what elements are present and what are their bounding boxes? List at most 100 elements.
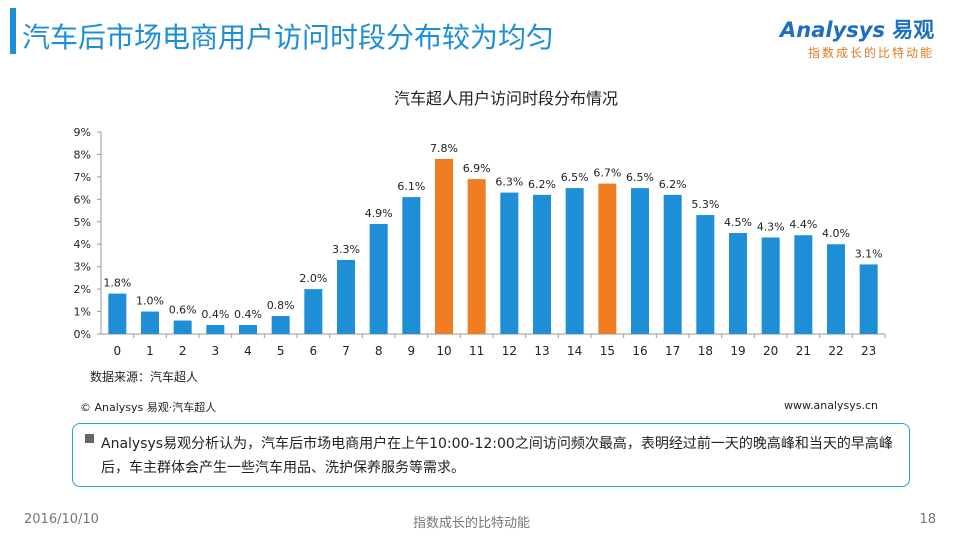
bar-hour-3 bbox=[206, 325, 225, 334]
x-tick-label: 10 bbox=[436, 344, 451, 358]
x-tick-label: 21 bbox=[796, 344, 811, 358]
bar-hour-5 bbox=[271, 316, 290, 334]
x-tick-label: 0 bbox=[114, 344, 122, 358]
data-source: 数据来源：汽车超人 bbox=[90, 370, 199, 384]
x-tick-label: 1 bbox=[146, 344, 154, 358]
x-tick-label: 17 bbox=[665, 344, 680, 358]
data-label: 0.4% bbox=[201, 308, 229, 321]
y-tick-label: 0% bbox=[74, 328, 91, 341]
analysis-note-box: Analysys易观分析认为，汽车后市场电商用户在上午10:00-12:00之间… bbox=[72, 423, 910, 487]
chart-labels: 0 1.8% 1 1.0% 2 0.6% 3 0.4% 4 0.4% 5 0.8% 6 2.0% 7 3.3%… bbox=[103, 142, 882, 358]
bar-hour-23 bbox=[859, 264, 878, 334]
y-tick-label: 4% bbox=[74, 238, 91, 251]
x-tick-label: 11 bbox=[469, 344, 484, 358]
x-tick-label: 3 bbox=[212, 344, 220, 358]
data-label: 6.2% bbox=[659, 178, 687, 191]
data-label: 6.5% bbox=[626, 171, 654, 184]
bar-hour-19 bbox=[729, 233, 747, 334]
data-label: 4.4% bbox=[789, 218, 817, 231]
bar-hour-2 bbox=[173, 320, 192, 334]
y-tick-label: 5% bbox=[74, 216, 91, 229]
bar-hour-10 bbox=[435, 158, 453, 334]
bar-hour-17 bbox=[663, 194, 682, 334]
data-label: 6.1% bbox=[397, 180, 425, 193]
x-tick-label: 13 bbox=[534, 344, 549, 358]
data-label: 5.3% bbox=[691, 198, 719, 211]
data-label: 4.3% bbox=[757, 220, 785, 233]
data-label: 0.4% bbox=[234, 308, 262, 321]
x-tick-label: 22 bbox=[828, 344, 843, 358]
bar-hour-12 bbox=[500, 192, 519, 334]
bar-hour-0 bbox=[108, 293, 127, 334]
data-label: 6.2% bbox=[528, 178, 556, 191]
chart-title: 汽车超人用户访问时段分布情况 bbox=[394, 89, 618, 108]
chart-axes: 0% 1% 2% 3% 4% 5% 6% 7% 8% 9% bbox=[74, 126, 886, 341]
x-tick-label: 4 bbox=[244, 344, 252, 358]
bar-hour-4 bbox=[239, 325, 257, 334]
bar-hour-1 bbox=[141, 311, 159, 334]
analysis-note-text: Analysys易观分析认为，汽车后市场电商用户在上午10:00-12:00之间… bbox=[101, 436, 893, 476]
bar-hour-15 bbox=[598, 183, 617, 334]
bar-hour-22 bbox=[827, 244, 845, 334]
footer-slogan: 指数成长的比特动能 bbox=[413, 516, 531, 531]
data-label: 7.8% bbox=[430, 142, 458, 155]
x-tick-label: 23 bbox=[861, 344, 876, 358]
y-tick-label: 2% bbox=[74, 283, 91, 296]
x-tick-label: 8 bbox=[375, 344, 383, 358]
bar-hour-9 bbox=[402, 197, 421, 334]
data-label: 0.8% bbox=[267, 299, 295, 312]
bar-hour-13 bbox=[533, 194, 551, 334]
footer-date: 2016/10/10 bbox=[24, 512, 99, 527]
y-tick-label: 7% bbox=[74, 171, 91, 184]
data-label: 6.9% bbox=[463, 162, 491, 175]
logo-slogan: 指数成长的比特动能 bbox=[808, 46, 935, 60]
data-label: 0.6% bbox=[169, 304, 197, 317]
x-tick-label: 7 bbox=[342, 344, 350, 358]
bullet-icon bbox=[85, 434, 94, 443]
y-tick-label: 8% bbox=[74, 148, 91, 161]
data-label: 4.0% bbox=[822, 227, 850, 240]
x-tick-label: 15 bbox=[600, 344, 615, 358]
page-title: 汽车后市场电商用户访问时段分布较为均匀 bbox=[22, 21, 555, 54]
website-link[interactable]: www.analysys.cn bbox=[784, 399, 878, 412]
bar-chart: 汽车超人用户访问时段分布情况 0% 1% 2% 3% 4% 5% 6% 7% 8% 9% 0 1.8… bbox=[74, 89, 886, 358]
data-label: 6.3% bbox=[495, 176, 523, 189]
x-tick-label: 12 bbox=[502, 344, 517, 358]
bar-hour-8 bbox=[369, 224, 388, 334]
data-label: 2.0% bbox=[299, 272, 327, 285]
logo-brand-cn: 易观 bbox=[892, 18, 935, 42]
data-label: 4.9% bbox=[365, 207, 393, 220]
x-tick-label: 5 bbox=[277, 344, 285, 358]
data-label: 1.8% bbox=[103, 277, 131, 290]
data-label: 6.7% bbox=[593, 167, 621, 180]
logo-brand-en: Analysys bbox=[780, 18, 885, 42]
data-label: 4.5% bbox=[724, 216, 752, 229]
x-tick-label: 16 bbox=[632, 344, 647, 358]
bar-hour-6 bbox=[304, 289, 323, 334]
bar-hour-20 bbox=[761, 237, 780, 334]
y-tick-label: 9% bbox=[74, 126, 91, 139]
analysys-logo: Analysys 易观 指数成长的比特动能 bbox=[780, 14, 950, 62]
x-tick-label: 14 bbox=[567, 344, 582, 358]
bar-hour-7 bbox=[337, 259, 355, 334]
bar-hour-18 bbox=[696, 215, 715, 334]
bar-hour-21 bbox=[794, 235, 813, 334]
copyright: © Analysys 易观·汽车超人 bbox=[80, 401, 217, 414]
y-tick-label: 1% bbox=[74, 306, 91, 319]
chart-bars bbox=[108, 158, 878, 334]
x-tick-label: 9 bbox=[408, 344, 416, 358]
x-tick-label: 20 bbox=[763, 344, 778, 358]
data-label: 3.3% bbox=[332, 243, 360, 256]
y-tick-label: 3% bbox=[74, 261, 91, 274]
x-tick-label: 18 bbox=[698, 344, 713, 358]
data-label: 6.5% bbox=[561, 171, 589, 184]
bar-hour-14 bbox=[565, 188, 584, 334]
x-tick-label: 19 bbox=[730, 344, 745, 358]
bar-hour-16 bbox=[631, 188, 649, 334]
bar-hour-11 bbox=[467, 179, 486, 334]
y-tick-label: 6% bbox=[74, 193, 91, 206]
data-label: 3.1% bbox=[855, 247, 883, 260]
title-accent-bar bbox=[10, 8, 16, 54]
x-tick-label: 6 bbox=[310, 344, 318, 358]
data-label: 1.0% bbox=[136, 295, 164, 308]
